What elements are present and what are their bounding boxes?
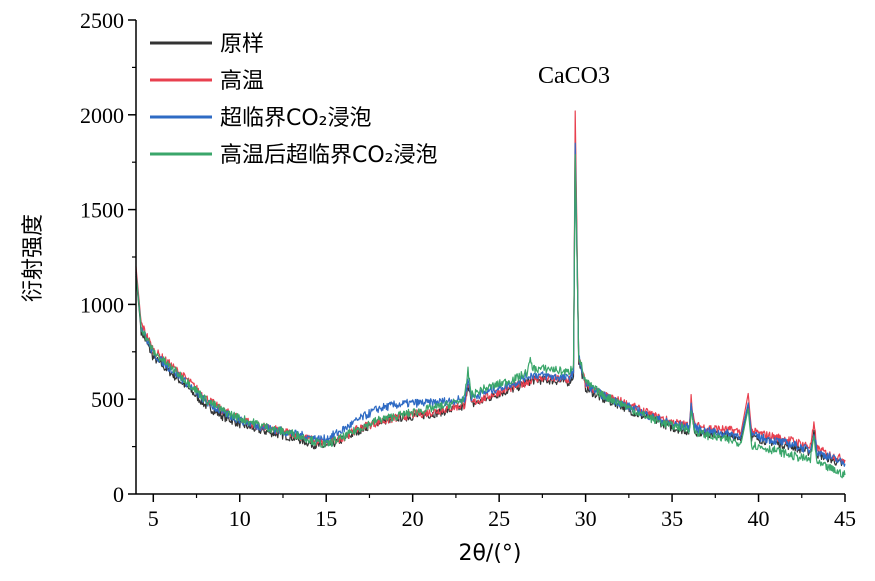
x-axis-title: 2θ/(°) [458,541,521,566]
x-tick-label-8: 45 [834,506,856,531]
legend-label-0: 原样 [220,32,264,57]
series-layer [135,110,846,479]
y-tick-label-1: 500 [91,387,124,412]
legend-label-1: 高温 [220,69,264,94]
annotation-caco3: CaCO3 [538,63,610,89]
x-tick-label-7: 40 [748,506,770,531]
annotation-caco3-text: CaCO3 [538,63,610,89]
legend-label-3: 高温后超临界CO₂浸泡 [220,143,438,168]
series-line-0 [135,133,846,467]
y-tick-label-0: 0 [113,482,124,507]
x-tick-label-6: 35 [661,506,683,531]
y-tick-label-2: 1000 [80,292,124,317]
x-tick-label-2: 15 [315,506,337,531]
y-axis-title: 衍射强度 [21,214,46,302]
y-tick-label-3: 1500 [80,198,124,223]
legend-label-2: 超临界CO₂浸泡 [220,106,372,131]
x-tick-label-3: 20 [402,506,424,531]
series-line-3 [135,154,846,479]
axes-layer: 5 10 15 20 25 30 35 40 45 0 500 1000 1500 2000 2500 [80,8,856,531]
x-tick-label-1: 10 [229,506,251,531]
y-tick-label-4: 2000 [80,103,124,128]
y-tick-label-5: 2500 [80,8,124,33]
x-tick-label-5: 30 [575,506,597,531]
x-tick-label-0: 5 [148,506,159,531]
x-tick-label-4: 25 [488,506,510,531]
